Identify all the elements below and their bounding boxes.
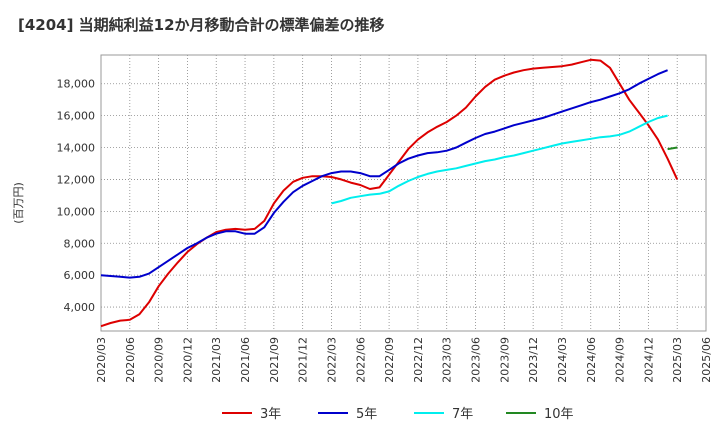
x-tick-label: 2023/09 (498, 337, 511, 383)
y-tick-label: 4,000 (64, 301, 96, 314)
x-tick-label: 2020/06 (124, 337, 137, 383)
x-tick-label: 2025/03 (671, 337, 684, 383)
x-axis: 2020/03 2020/06 2020/09 2020/12 2021/03 2021/… (95, 337, 713, 383)
legend-label: 10年 (544, 407, 574, 422)
series-line-1 (100, 69, 668, 279)
legend-label: 5年 (356, 407, 377, 422)
x-tick-label: 2025/06 (700, 337, 713, 383)
x-tick-label: 2023/03 (441, 337, 454, 383)
x-tick-label: 2024/09 (614, 337, 627, 383)
chart-title: [4204] 当期純利益12か月移動合計の標準偏差の推移 (18, 16, 385, 34)
x-tick-label: 2023/06 (470, 337, 483, 383)
x-tick-label: 2020/03 (95, 337, 108, 383)
x-tick-label: 2024/06 (585, 337, 598, 383)
x-tick-label: 2022/12 (412, 337, 425, 383)
x-tick-label: 2021/12 (297, 337, 310, 383)
x-tick-label: 2024/03 (556, 337, 569, 383)
y-tick-label: 14,000 (57, 142, 96, 155)
series-line-3 (667, 146, 678, 151)
x-tick-label: 2021/06 (239, 337, 252, 383)
y-tick-label: 18,000 (57, 78, 96, 91)
y-tick-label: 12,000 (57, 173, 96, 186)
y-tick-label: 16,000 (57, 110, 96, 123)
x-tick-label: 2020/12 (181, 337, 194, 383)
legend-label: 7年 (452, 407, 473, 422)
x-tick-label: 2022/03 (325, 337, 338, 383)
grid-lines (100, 55, 707, 331)
x-tick-label: 2021/09 (268, 337, 281, 383)
x-tick-label: 2023/12 (527, 337, 540, 383)
x-tick-label: 2020/09 (153, 337, 166, 383)
legend-label: 3年 (260, 407, 281, 422)
series-lines (100, 58, 679, 328)
series-line-2 (331, 114, 668, 205)
y-tick-label: 8,000 (64, 237, 96, 250)
y-axis: 4,000 6,000 8,000 10,000 12,000 14,000 16,000 1… (57, 78, 96, 314)
x-tick-label: 2022/09 (383, 337, 396, 383)
x-tick-label: 2021/03 (210, 337, 223, 383)
x-tick-label: 2024/12 (642, 337, 655, 383)
y-tick-label: 10,000 (57, 205, 96, 218)
x-tick-label: 2022/06 (354, 337, 367, 383)
y-tick-label: 6,000 (64, 269, 96, 282)
plot-area (100, 54, 707, 332)
legend: 3年 5年 7年 10年 (222, 407, 574, 422)
